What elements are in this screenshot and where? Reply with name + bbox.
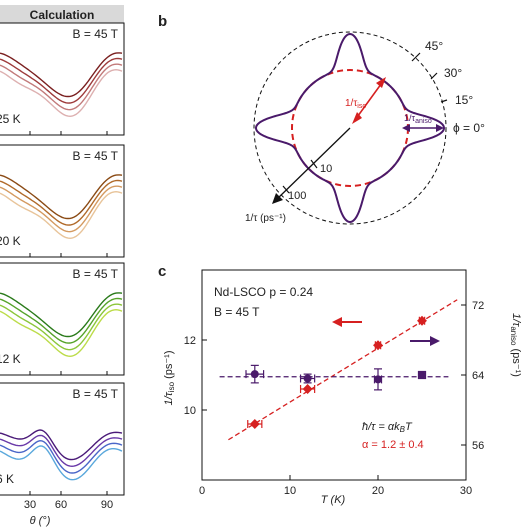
a-curve (0, 57, 123, 104)
a-field-label: B = 45 T (73, 267, 119, 281)
radial-tick-10 (310, 159, 318, 169)
aniso-arrowhead-right (436, 124, 444, 132)
iso-data-point (302, 384, 313, 394)
panel-c-label: c (158, 263, 166, 280)
a-curve (0, 445, 123, 481)
a-curve (0, 434, 123, 468)
a-curve (0, 303, 123, 351)
a-field-label: B = 45 T (73, 149, 119, 163)
x-tick-label: 30 (460, 485, 472, 497)
a-curve (0, 297, 123, 344)
a-x-tick-90: 90 (101, 499, 113, 511)
a-x-tick-30: 30 (24, 499, 36, 511)
panel-b-label: b (158, 13, 167, 30)
annotation-planckian: ħ/τ = αkBT (362, 421, 413, 434)
iso-axis-arrowhead (332, 317, 342, 327)
iso-radius-line (354, 79, 385, 121)
right-y-tick-label: 56 (472, 440, 484, 452)
left-y-tick-label: 10 (184, 405, 196, 417)
a-curve (0, 179, 123, 226)
radial-tick-10-label: 10 (320, 163, 332, 175)
tick-15 (440, 99, 448, 103)
a-curve (0, 190, 123, 240)
aniso-clover-curve (254, 32, 446, 224)
aniso-arrowhead-left (402, 124, 410, 132)
right-axis-label: 1/τaniso (ps⁻¹) (509, 313, 522, 377)
angle-30-label: 30° (444, 66, 462, 80)
angle-15-label: 15° (455, 93, 473, 107)
a-x-tick-60: 60 (55, 499, 67, 511)
iso-label: 1/τiso (345, 98, 366, 110)
iso-data-point (373, 340, 383, 351)
left-axis-label: 1/τiso (ps⁻¹) (163, 350, 176, 405)
a-curve (0, 292, 123, 338)
radial-tick-100-label: 100 (288, 190, 306, 202)
a-curve (0, 439, 123, 474)
radial-axis-label: 1/τ (ps⁻¹) (245, 213, 286, 224)
a-temperature-label: 6 K (0, 472, 14, 486)
a-curve (0, 308, 123, 358)
a-temperature-label: 25 K (0, 112, 21, 126)
a-curve (0, 174, 123, 220)
x-axis-label: T (K) (321, 494, 346, 506)
iso-data-point (417, 315, 427, 326)
panel-a: Calculation B = 45 T 25 K B = 45 T 20 K B = … (0, 5, 125, 527)
iso-fit-line (228, 299, 458, 441)
annotation-sample: Nd-LSCO p = 0.24 (214, 285, 313, 299)
a-curve (0, 68, 123, 118)
x-tick-label: 0 (199, 485, 205, 497)
aniso-data-point (374, 375, 382, 384)
aniso-axis-arrowhead (430, 336, 440, 346)
tick-45 (411, 52, 421, 62)
aniso-data-point (303, 374, 312, 383)
right-y-tick-label: 72 (472, 300, 484, 312)
annotation-field: B = 45 T (214, 305, 260, 319)
x-tick-label: 20 (372, 485, 384, 497)
tick-30 (430, 72, 438, 80)
aniso-data-point (250, 370, 259, 379)
calculation-header: Calculation (30, 8, 95, 22)
panel-c: c 0 10 20 30 10 12 56 64 72 Nd-LSCO p = 0.24 B =… (158, 263, 522, 506)
x-tick-label: 10 (284, 485, 296, 497)
calculation-header-bar (0, 5, 124, 23)
annotation-alpha: α = 1.2 ± 0.4 (362, 439, 424, 451)
aniso-label: 1/τaniso (404, 113, 432, 125)
a-curve (0, 52, 123, 98)
aniso-data-point (418, 371, 426, 379)
iso-arrowhead-out (376, 77, 386, 88)
outer-dashed-circle (253, 31, 447, 225)
a-temperature-label: 20 K (0, 234, 21, 248)
a-field-label: B = 45 T (73, 27, 119, 41)
a-temperature-label: 12 K (0, 352, 21, 366)
a-x-axis-label: θ (°) (30, 515, 51, 527)
a-field-label: B = 45 T (73, 387, 119, 401)
angle-0-label: ϕ = 0° (453, 121, 485, 135)
radial-tick-100 (282, 185, 290, 194)
a-curve (0, 63, 123, 111)
radial-axis-line (275, 127, 351, 201)
a-curve (0, 185, 123, 233)
iso-data-point (249, 419, 260, 429)
radial-axis-arrowhead (272, 193, 283, 204)
angle-45-label: 45° (425, 39, 443, 53)
a-curve (0, 429, 123, 461)
iso-arrowhead-in (352, 112, 362, 124)
left-y-tick-label: 12 (184, 335, 196, 347)
panel-b: b 45° 30° 15° ϕ = 0° 1/τiso 1/τaniso 10 … (158, 13, 485, 225)
right-y-tick-label: 64 (472, 370, 484, 382)
